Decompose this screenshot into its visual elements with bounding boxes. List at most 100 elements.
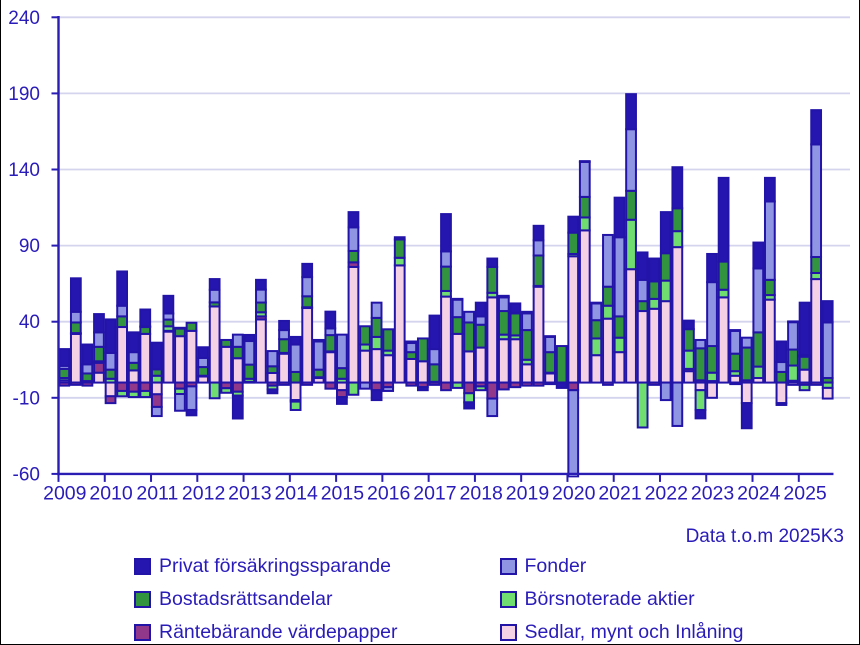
segment [116, 304, 129, 318]
segment [162, 294, 175, 315]
bar-2014K3 [312, 338, 325, 384]
segment [104, 395, 117, 405]
segment [116, 270, 129, 307]
bar-2022K4 [694, 338, 707, 420]
segment [810, 109, 823, 146]
segment [116, 389, 129, 398]
legend-swatch [134, 591, 151, 608]
bar-2022K2 [671, 166, 684, 427]
segment [578, 229, 591, 384]
segment [740, 346, 753, 382]
segment [127, 369, 140, 384]
segment [208, 288, 221, 304]
segment [185, 321, 198, 332]
segment [289, 343, 302, 373]
segment [636, 310, 649, 384]
segment [266, 350, 279, 368]
segment [752, 365, 765, 380]
segment [775, 381, 788, 405]
segment [625, 218, 637, 271]
segment [613, 336, 626, 354]
legend-swatch [499, 591, 517, 608]
segment [567, 389, 580, 478]
segment [359, 325, 371, 346]
segment [763, 176, 776, 203]
segment [278, 338, 290, 354]
segment [625, 93, 637, 131]
segment [243, 333, 256, 343]
segment [197, 356, 209, 369]
segment [127, 361, 140, 372]
y-tick-label: -10 [13, 388, 40, 409]
bar-2019K1 [521, 310, 533, 387]
segment [602, 285, 614, 307]
segment [104, 368, 117, 380]
bar-2023K1 [706, 252, 718, 399]
segment [393, 238, 406, 259]
segment [104, 381, 117, 398]
y-tick-label: 90 [19, 236, 40, 257]
segment [497, 338, 510, 384]
segment [740, 381, 753, 405]
bar-2021K3 [636, 251, 649, 429]
x-tick-label: 2025 [783, 482, 827, 504]
legend-label: Privat försäkringssparande [159, 555, 391, 577]
segment [324, 334, 337, 353]
segment [752, 331, 765, 368]
bar-2019K4 [555, 345, 568, 389]
segment [532, 285, 545, 384]
legend-swatch [134, 558, 151, 575]
segment [416, 386, 429, 392]
segment [324, 310, 337, 330]
segment [58, 381, 71, 387]
y-tick-label: 40 [19, 312, 40, 333]
segment [659, 381, 672, 402]
segment [544, 335, 556, 338]
segment [497, 294, 510, 299]
bar-2023K3 [729, 329, 742, 386]
segment [174, 393, 186, 412]
segment [69, 277, 82, 313]
segment [359, 381, 371, 390]
segment [787, 381, 799, 386]
segment [810, 381, 823, 386]
segment [174, 335, 186, 384]
bar-2009K4 [93, 313, 105, 384]
segment [451, 297, 464, 301]
segment [729, 352, 742, 373]
segment [555, 345, 568, 384]
segment [659, 252, 672, 282]
segment [683, 370, 695, 384]
segment [821, 321, 834, 380]
segment [659, 300, 672, 384]
segment [208, 278, 221, 291]
segment [602, 381, 614, 386]
segment [740, 336, 753, 349]
segment [451, 316, 464, 335]
segment [683, 349, 695, 370]
segment [787, 320, 799, 324]
segment [336, 333, 348, 370]
segment [625, 268, 637, 384]
segment [590, 337, 603, 357]
segment [729, 381, 742, 386]
segment [255, 318, 267, 384]
bar-2016K4 [416, 337, 429, 392]
x-tick-label: 2011 [136, 482, 178, 504]
x-tick-label: 2017 [413, 482, 456, 504]
bar-2013K3 [266, 350, 279, 395]
segment [162, 330, 175, 384]
bar-2024K2 [763, 176, 776, 384]
segment [497, 381, 510, 391]
segment [174, 326, 186, 330]
x-tick-label: 2013 [228, 482, 271, 504]
segment [405, 381, 418, 387]
segment [185, 408, 198, 417]
segment [474, 301, 487, 318]
y-tick-label: 190 [8, 84, 40, 105]
segment [185, 329, 198, 384]
segment [463, 310, 476, 324]
segment [185, 385, 198, 411]
x-tick-label: 2009 [43, 482, 86, 504]
segment [428, 348, 441, 366]
